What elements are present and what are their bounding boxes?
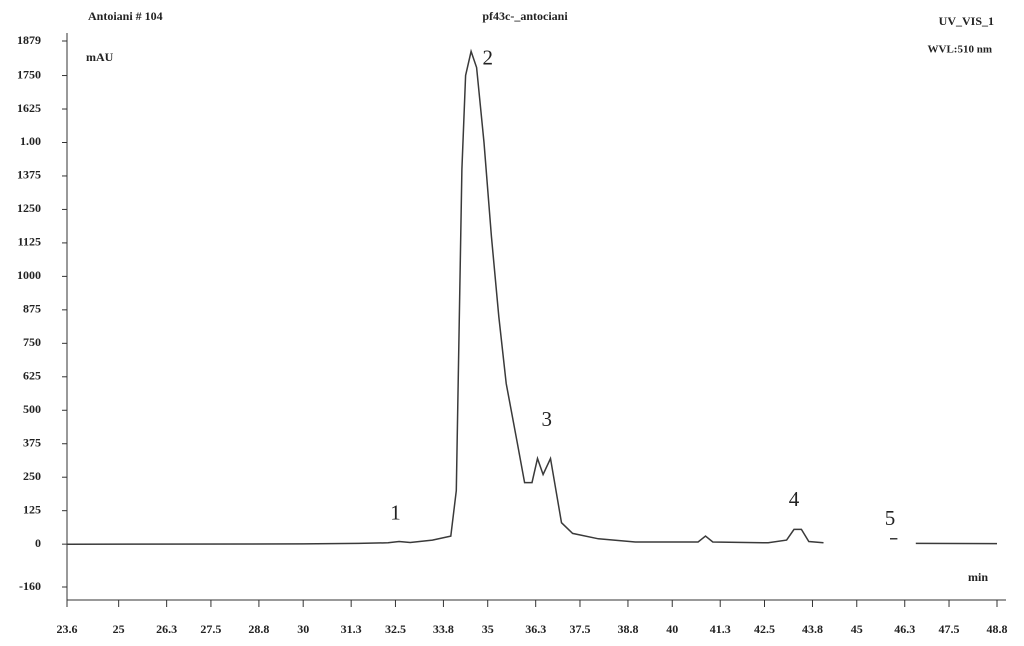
chart-title: pf43c-_antociani (482, 9, 568, 23)
y-tick-label: 500 (23, 402, 41, 416)
x-tick-label: 32.5 (385, 622, 406, 636)
x-tick-label: 48.8 (987, 622, 1008, 636)
x-tick-label: 43.8 (802, 622, 823, 636)
x-tick-label: 25 (113, 622, 125, 636)
x-tick-label: 47.5 (939, 622, 960, 636)
y-tick-label: 0 (35, 536, 41, 550)
x-tick-label: 23.6 (57, 622, 78, 636)
header-right: UV_VIS_1 (939, 14, 994, 28)
x-tick-label: 36.3 (525, 622, 546, 636)
y-tick-label: 875 (23, 302, 41, 316)
y-tick-label: 1125 (18, 235, 41, 249)
x-tick-label: 45 (851, 622, 863, 636)
peak-label: 2 (482, 45, 493, 69)
x-tick-label: 28.8 (248, 622, 269, 636)
y-tick-label: 1250 (17, 201, 41, 215)
y-tick-label: -160 (19, 579, 41, 593)
y-tick-label: 1.00 (20, 134, 41, 148)
x-tick-label: 41.3 (710, 622, 731, 636)
x-tick-label: 33.8 (433, 622, 454, 636)
x-tick-label: 46.3 (894, 622, 915, 636)
y-tick-label: 1625 (17, 101, 41, 115)
header-left: Antoiani # 104 (88, 9, 163, 23)
peak-label: 4 (789, 487, 800, 511)
y-tick-label: 1879 (17, 33, 41, 47)
peak-label: 3 (542, 407, 553, 431)
y-tick-label: 625 (23, 369, 41, 383)
x-tick-label: 38.8 (617, 622, 638, 636)
x-tick-label: 42.5 (754, 622, 775, 636)
chromatogram-line (66, 48, 998, 545)
x-tick-label: 35 (482, 622, 494, 636)
y-tick-label: 1000 (17, 268, 41, 282)
wavelength: WVL:510 nm (928, 44, 992, 56)
y-tick-label: 250 (23, 469, 41, 483)
peak-label: 1 (390, 501, 401, 525)
x-tick-label: 40 (666, 622, 678, 636)
y-tick-label: 375 (23, 435, 41, 449)
x-tick-label: 31.3 (341, 622, 362, 636)
y-tick-label: 750 (23, 335, 41, 349)
x-tick-label: 27.5 (200, 622, 221, 636)
y-tick-label: 1375 (17, 168, 41, 182)
y-tick-label: 125 (23, 502, 41, 516)
x-tick-label: 37.5 (569, 622, 590, 636)
y-tick-label: 1750 (17, 67, 41, 81)
y-axis-label: mAU (86, 50, 114, 64)
peak-label: 5 (885, 506, 896, 530)
x-axis-label: min (968, 570, 988, 584)
x-tick-label: 30 (297, 622, 309, 636)
x-tick-label: 26.3 (156, 622, 177, 636)
